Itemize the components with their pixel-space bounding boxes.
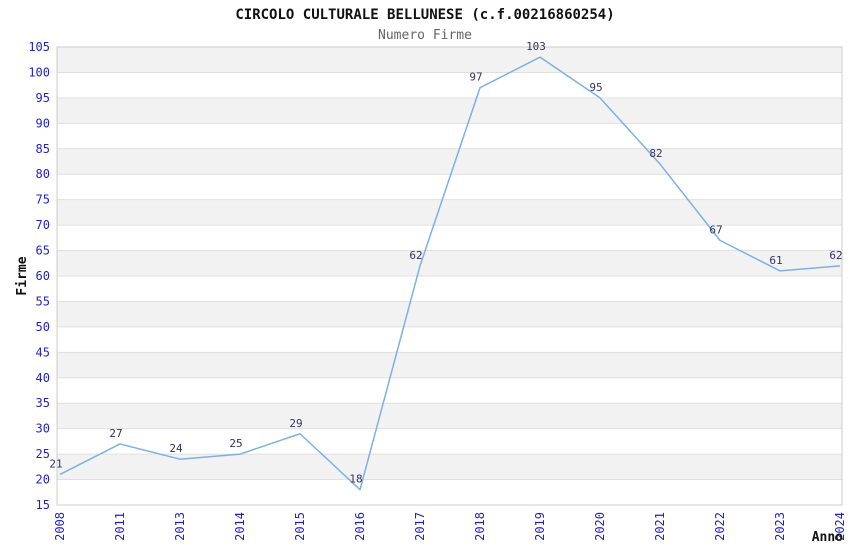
data-point-label: 29 [289, 417, 302, 430]
y-tick-label: 40 [36, 371, 50, 385]
data-point-label: 25 [229, 437, 242, 450]
x-tick-label: 2013 [173, 512, 187, 541]
chart-title: CIRCOLO CULTURALE BELLUNESE (c.f.0021686… [235, 7, 614, 23]
grid-band [57, 403, 842, 429]
x-tick-label: 2018 [473, 512, 487, 541]
x-tick-label: 2015 [293, 512, 307, 541]
x-tick-label: 2014 [233, 512, 247, 541]
data-point-label: 18 [349, 473, 362, 486]
x-tick-label: 2024 [833, 512, 847, 541]
y-tick-label: 15 [36, 498, 50, 512]
data-point-label: 61 [769, 254, 782, 267]
y-tick-label: 55 [36, 294, 50, 308]
x-tick-label: 2022 [713, 512, 727, 541]
y-tick-label: 70 [36, 218, 50, 232]
data-point-label: 82 [649, 147, 662, 160]
grid-band [57, 47, 842, 73]
series-line [59, 56, 841, 491]
data-point-label: 24 [169, 442, 183, 455]
data-point-label: 103 [526, 40, 546, 53]
y-tick-label: 45 [36, 345, 50, 359]
data-point-label: 62 [829, 249, 842, 262]
y-tick-label: 75 [36, 193, 50, 207]
x-tick-label: 2016 [353, 512, 367, 541]
grid-band [57, 301, 842, 327]
x-tick-label: 2023 [773, 512, 787, 541]
x-axis-label: Anno [812, 530, 843, 545]
x-tick-label: 2008 [53, 512, 67, 541]
x-tick-label: 2017 [413, 512, 427, 541]
chart-subtitle: Numero Firme [378, 28, 472, 43]
y-tick-label: 105 [28, 40, 50, 54]
grid-band [57, 250, 842, 276]
y-tick-label: 20 [36, 473, 50, 487]
y-tick-label: 60 [36, 269, 50, 283]
y-tick-label: 95 [36, 91, 50, 105]
x-tick-label: 2020 [593, 512, 607, 541]
data-point-label: 62 [409, 249, 422, 262]
grid-band [57, 148, 842, 175]
data-point-label: 21 [49, 457, 62, 470]
y-tick-label: 100 [28, 65, 50, 79]
grid-band [57, 97, 842, 124]
x-tick-label: 2011 [113, 512, 127, 541]
y-axis-label: Firme [15, 256, 30, 295]
y-tick-label: 85 [36, 142, 50, 156]
data-point-label: 97 [469, 71, 482, 84]
y-tick-label: 65 [36, 244, 50, 258]
x-tick-label: 2021 [653, 512, 667, 541]
plot-border [56, 46, 843, 506]
x-tick-label: 2019 [533, 512, 547, 541]
y-tick-label: 50 [36, 320, 50, 334]
data-point-label: 67 [709, 223, 722, 236]
y-tick-label: 80 [36, 167, 50, 181]
data-point-label: 95 [589, 81, 602, 94]
grid-band [57, 199, 842, 226]
chart-static-labels: CIRCOLO CULTURALE BELLUNESE (c.f.0021686… [15, 7, 843, 545]
y-tick-label: 90 [36, 116, 50, 130]
y-tick-label: 30 [36, 422, 50, 436]
grid-band [57, 352, 842, 378]
y-tick-label: 35 [36, 396, 50, 410]
y-tick-label: 25 [36, 447, 50, 461]
data-point-label: 27 [109, 427, 122, 440]
